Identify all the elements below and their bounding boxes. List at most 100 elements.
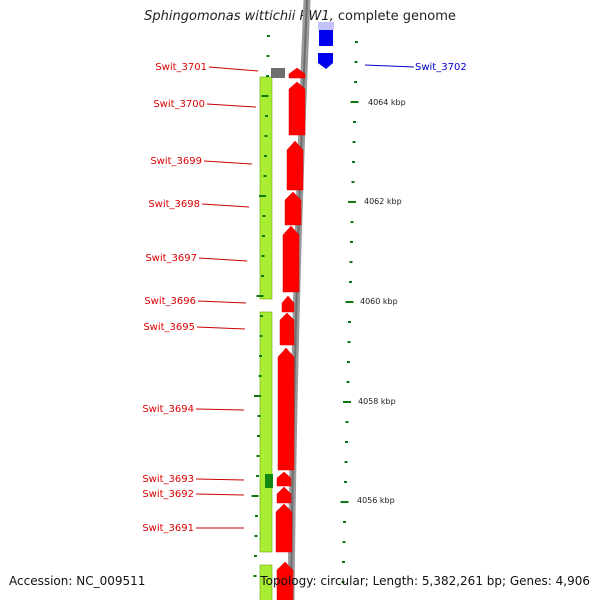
gene-arrow-swit-3700[interactable] (288, 81, 306, 136)
ruler-tick (345, 421, 349, 423)
ruler-tick (347, 361, 350, 363)
gene-arrow-swit-3699[interactable] (286, 140, 304, 191)
tick-mark (256, 475, 259, 477)
tick-mark (264, 135, 268, 137)
gene-label-swit-3700[interactable]: Swit_3700 (153, 99, 205, 110)
ruler-tick (351, 181, 355, 183)
leader-line (195, 408, 245, 411)
gene-arrow-swit-3697[interactable] (282, 225, 300, 293)
tick-mark (257, 415, 261, 417)
organism-name: Sphingomonas wittichii RW1, (144, 9, 334, 24)
tick-mark (259, 195, 266, 197)
ruler-tick (348, 321, 351, 323)
ruler-tick (353, 121, 356, 123)
ruler-label: 4060 kbp (360, 297, 398, 306)
gene-arrow-swit-3698[interactable] (284, 191, 302, 226)
ruler-tick (343, 521, 346, 523)
tick-mark (251, 495, 259, 497)
gene-label-swit-3702[interactable]: Swit_3702 (415, 62, 467, 73)
ruler-tick (340, 501, 349, 503)
ruler-tick (347, 341, 351, 343)
tick-mark (254, 535, 258, 537)
tick-mark (258, 375, 262, 377)
ruler-tick (345, 441, 348, 443)
tick-mark (254, 555, 257, 557)
tick-mark (259, 335, 263, 337)
leader-line (197, 300, 247, 304)
gene-label-swit-3698[interactable]: Swit_3698 (148, 199, 200, 210)
genome-summary: Topology: circular; Length: 5,382,261 bp… (260, 574, 590, 588)
tick-mark (254, 395, 261, 397)
ruler-label: 4064 kbp (368, 98, 406, 107)
ruler-tick (342, 541, 346, 543)
tick-mark (262, 235, 265, 237)
tick-mark (256, 455, 260, 457)
cds-bar (259, 564, 273, 600)
leader-line (203, 160, 253, 165)
tick-mark (267, 35, 270, 37)
ruler-tick (350, 221, 354, 223)
tick-mark (253, 575, 257, 577)
ruler-tick (354, 61, 358, 63)
tick-mark (266, 55, 270, 57)
leader-line (196, 326, 246, 330)
gene-label-swit-3691[interactable]: Swit_3691 (142, 523, 194, 534)
tick-mark (265, 115, 268, 117)
tick-mark (261, 95, 269, 97)
gene-label-swit-3692[interactable]: Swit_3692 (142, 489, 194, 500)
tick-mark (259, 355, 262, 357)
ruler-tick (354, 81, 357, 83)
tick-mark (260, 315, 263, 317)
gene-arrow-swit-3702-tip[interactable] (318, 53, 333, 69)
gene-arrow-swit-3702[interactable] (319, 30, 333, 46)
ruler-tick (355, 41, 358, 43)
gene-arrow-swit-3701[interactable] (288, 67, 306, 79)
gene-arrow-swit-3696[interactable] (281, 295, 295, 313)
ruler-tick (342, 561, 345, 563)
cds-bar-marker (265, 474, 273, 488)
ruler-tick (344, 461, 348, 463)
gene-arrow-swit-3695[interactable] (279, 312, 295, 346)
tick-mark (261, 275, 264, 277)
ruler-tick (343, 401, 351, 403)
gene-shadow-swit-3702 (318, 22, 334, 30)
ruler-tick (348, 201, 356, 203)
gene-label-swit-3694[interactable]: Swit_3694 (142, 404, 194, 415)
ruler-label: 4062 kbp (364, 197, 402, 206)
tick-mark (262, 215, 266, 217)
tick-mark (257, 435, 260, 437)
leader-line (201, 203, 250, 208)
gene-label-swit-3699[interactable]: Swit_3699 (150, 156, 202, 167)
leader-line (208, 66, 259, 72)
ruler-label: 4058 kbp (358, 397, 396, 406)
gene-arrow-swit-3691[interactable] (275, 503, 293, 553)
gene-arrow-swit-3694[interactable] (277, 347, 295, 471)
ruler-tick (350, 241, 353, 243)
ruler-tick (350, 101, 359, 103)
tick-mark (266, 75, 269, 77)
ruler-tick (346, 381, 350, 383)
tick-mark (263, 175, 267, 177)
leader-line-forward (364, 64, 415, 68)
left-tick-track (251, 35, 270, 577)
tick-mark (256, 295, 264, 297)
leader-line (198, 257, 248, 262)
gene-label-swit-3696[interactable]: Swit_3696 (144, 296, 196, 307)
cds-bar (259, 76, 273, 300)
ruler-label: 4056 kbp (357, 496, 395, 505)
gene-label-swit-3697[interactable]: Swit_3697 (145, 253, 197, 264)
gene-label-swit-3693[interactable]: Swit_3693 (142, 474, 194, 485)
ruler-tick (341, 581, 345, 583)
gene-label-swit-3695[interactable]: Swit_3695 (143, 322, 195, 333)
ruler-tick (349, 261, 353, 263)
title-suffix: complete genome (333, 9, 456, 24)
gene-arrow-swit-3692[interactable] (276, 486, 292, 504)
genome-title: Sphingomonas wittichii RW1, complete gen… (0, 9, 600, 24)
ruler-tick (352, 141, 356, 143)
gene-arrow-swit-3693[interactable] (276, 471, 292, 487)
leader-line (206, 103, 257, 108)
gene-arrow-partial (276, 561, 294, 600)
cds-bar-cap (271, 68, 285, 78)
ruler-tick (352, 161, 355, 163)
gene-label-swit-3701[interactable]: Swit_3701 (155, 62, 207, 73)
